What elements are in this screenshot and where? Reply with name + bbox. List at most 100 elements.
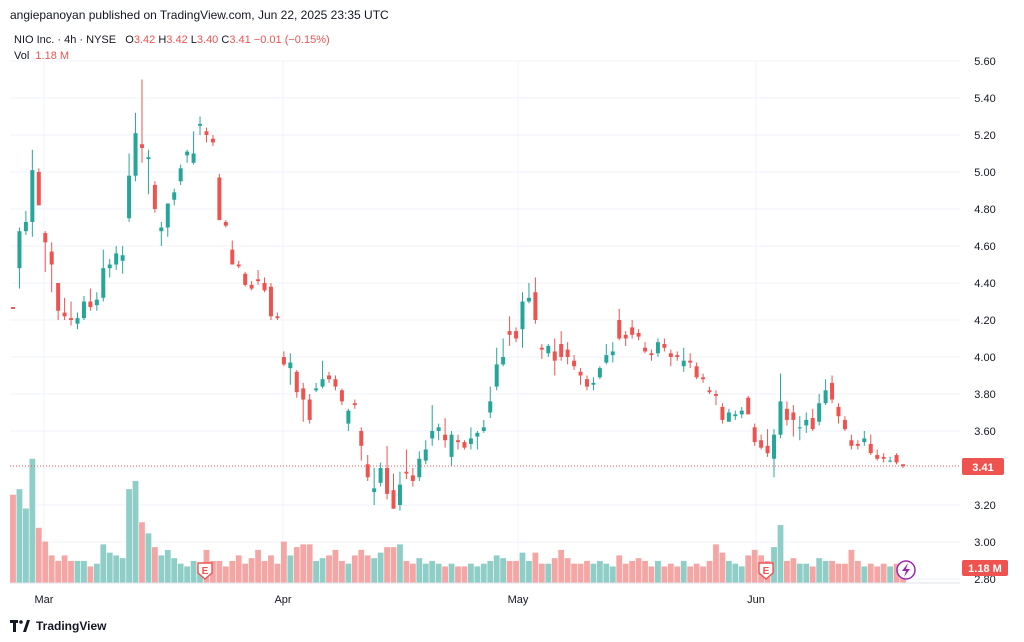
volume-bar: [397, 544, 403, 583]
volume-bar: [93, 563, 100, 583]
candle-body: [668, 353, 673, 357]
candle-body: [881, 456, 886, 459]
volume-bar: [81, 560, 87, 583]
earnings-marker-2[interactable]: E: [758, 562, 774, 580]
volume-bar: [403, 560, 410, 583]
volume-bar: [409, 563, 416, 583]
volume-bar: [609, 566, 616, 583]
candle-body: [301, 388, 306, 400]
y-tick-label: 3.20: [974, 500, 995, 512]
volume-tag-label: 1.18 M: [968, 563, 1002, 575]
volume-bar: [10, 494, 16, 583]
volume-bar: [616, 555, 623, 583]
candle-body: [604, 355, 609, 363]
volume-bar: [287, 555, 294, 583]
candle-body: [320, 379, 325, 387]
candle-body: [739, 410, 744, 415]
volume-bar: [642, 560, 648, 583]
volume-bar: [377, 552, 384, 583]
candle-body: [591, 382, 596, 385]
volume-bar: [235, 555, 242, 583]
candle-body: [475, 432, 480, 437]
volume-bar: [487, 560, 494, 583]
volume-bar: [61, 555, 68, 583]
y-tick-label: 3.60: [974, 426, 995, 438]
candle-body: [449, 434, 454, 457]
close-label: C: [221, 34, 230, 46]
volume-bar: [358, 549, 365, 583]
candle-body: [675, 355, 680, 357]
volume-bar: [42, 541, 49, 583]
volume-bar: [351, 555, 358, 583]
candle-body: [713, 394, 718, 396]
candle-body: [352, 403, 357, 406]
x-tick-label: May: [508, 594, 529, 606]
candle-body: [791, 412, 796, 420]
volume-bar: [777, 525, 784, 583]
y-tick-label: 4.20: [974, 315, 995, 327]
candle-body: [888, 460, 893, 462]
last-price-tag: [962, 458, 1004, 475]
earnings-marker-1[interactable]: E: [197, 562, 213, 580]
brand-footer[interactable]: TradingView: [10, 619, 106, 633]
candle-body: [526, 297, 531, 302]
candle-body: [617, 320, 622, 339]
candle-body: [701, 377, 706, 380]
candle-body: [185, 151, 190, 156]
volume-bar: [822, 560, 829, 583]
y-tick-label: 5.40: [974, 93, 995, 105]
volume-bar: [538, 563, 545, 583]
candle-body: [630, 327, 635, 335]
volume-bar: [222, 566, 229, 583]
volume-bar: [816, 558, 823, 583]
volume-bar: [306, 544, 313, 583]
candle-body: [101, 268, 106, 298]
volume-bar: [435, 563, 442, 583]
high-value: 3.42: [166, 34, 188, 46]
change-value: −0.01 (−0.15%): [253, 34, 330, 46]
volume-bar: [758, 555, 765, 583]
candle-body: [30, 170, 35, 222]
candle-body: [746, 397, 751, 415]
volume-bar: [68, 560, 74, 583]
y-tick-label: 4.80: [974, 204, 995, 216]
candle-body: [836, 406, 841, 417]
candle-body: [462, 442, 467, 448]
y-tick-label: 5.60: [974, 56, 995, 68]
candle-body: [797, 427, 802, 429]
volume-bar: [35, 527, 42, 583]
symbol-name[interactable]: NIO Inc. · 4h · NYSE: [14, 34, 117, 46]
volume-bar: [197, 566, 203, 583]
volume-bar: [880, 563, 887, 583]
high-label: H: [158, 34, 167, 46]
volume-bar: [113, 555, 120, 583]
candle-body: [417, 458, 422, 478]
candle-body: [720, 406, 725, 420]
candle-body: [759, 440, 764, 448]
volume-bar: [564, 558, 571, 583]
volume-bar: [558, 549, 565, 583]
volume-bar: [725, 560, 732, 583]
candle-body: [830, 382, 835, 400]
candle-body: [539, 347, 544, 350]
candle-body: [268, 286, 273, 317]
candle-body: [481, 427, 486, 431]
volume-bar: [596, 560, 603, 583]
volume-bar: [332, 549, 339, 583]
lightning-icon[interactable]: [896, 560, 916, 580]
volume-bar: [442, 566, 449, 583]
volume-bar: [255, 549, 261, 583]
volume-bar: [448, 563, 455, 583]
publisher-line: angiepanoyan published on TradingView.co…: [10, 8, 389, 22]
tradingview-logo-icon: [10, 620, 30, 632]
candle-body: [165, 203, 170, 228]
candle-body: [262, 283, 267, 291]
volume-bar: [867, 563, 874, 583]
volume-bar: [790, 558, 797, 583]
volume-bar: [455, 566, 461, 583]
candle-body: [81, 301, 86, 319]
candle-body: [385, 468, 390, 494]
candle-body: [810, 418, 815, 430]
candle-body: [62, 312, 67, 317]
